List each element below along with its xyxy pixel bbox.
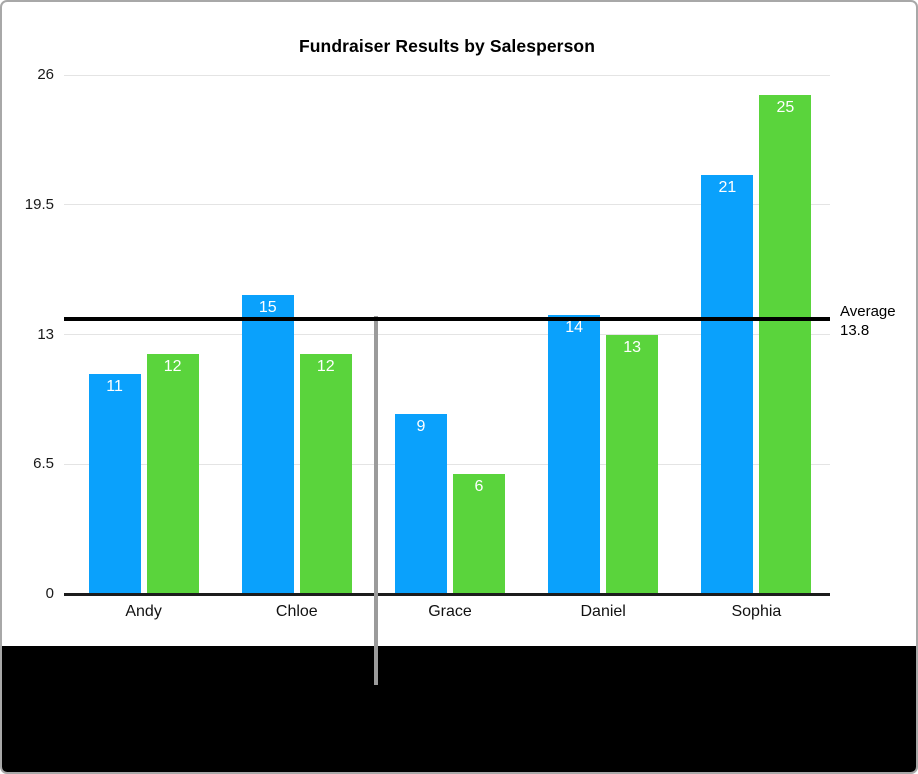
bar-value-label: 12 — [316, 358, 335, 376]
average-line-label: Average 13.8 — [840, 302, 896, 340]
x-axis-category-label: Andy — [125, 603, 162, 620]
average-label-title: Average — [840, 303, 896, 320]
gridline — [64, 204, 830, 206]
vertical-divider-line[interactable] — [374, 316, 378, 685]
chart-title: Fundraiser Results by Salesperson — [298, 36, 596, 56]
gridline — [64, 334, 830, 335]
bar-value-label: 13 — [623, 338, 642, 356]
y-axis-tick-label: 13 — [37, 325, 54, 343]
gridline — [64, 74, 830, 76]
x-axis-baseline — [64, 593, 830, 596]
y-axis-tick-label: 26 — [37, 66, 54, 83]
x-axis-category-label: Grace — [428, 603, 472, 620]
x-axis-category-label: Chloe — [275, 603, 318, 620]
blue-series-bar[interactable]: 21 — [701, 174, 754, 594]
green-series-bar[interactable]: 12 — [299, 354, 352, 594]
bar-value-label: 25 — [776, 98, 795, 116]
blue-series-bar[interactable]: 11 — [88, 374, 141, 594]
green-series-bar[interactable]: 6 — [453, 474, 505, 594]
green-series-bar[interactable]: 25 — [759, 94, 812, 594]
bar-value-label: 9 — [416, 418, 426, 436]
green-series-bar[interactable]: 13 — [606, 334, 659, 594]
y-axis-tick-label: 0 — [45, 585, 54, 602]
bar-value-label: 6 — [474, 478, 484, 496]
average-reference-line[interactable] — [64, 316, 830, 321]
green-series-bar[interactable]: 12 — [146, 354, 199, 594]
plot-area: Average 13.8 26 19.5 13 6.5 0 11 12 Andy 15 12 Chl… — [25, 66, 896, 620]
y-axis-tick-label: 19.5 — [24, 195, 54, 213]
bar-value-label: 11 — [106, 378, 123, 396]
blue-series-bar[interactable]: 14 — [548, 314, 601, 594]
x-axis-category-label: Sophia — [731, 603, 782, 620]
bottom-black-band — [2, 646, 916, 772]
gridline — [64, 463, 830, 465]
blue-series-bar[interactable]: 9 — [395, 414, 447, 594]
blue-series-bar[interactable]: 15 — [241, 294, 294, 594]
bar-value-label: 15 — [258, 298, 277, 316]
bar-value-label: 14 — [565, 318, 584, 336]
bar-value-label: 21 — [718, 178, 737, 196]
bar-value-label: 12 — [163, 358, 182, 376]
y-axis-tick-label: 6.5 — [33, 455, 54, 473]
x-axis-category-label: Daniel — [580, 603, 626, 620]
average-label-value: 13.8 — [840, 322, 870, 339]
